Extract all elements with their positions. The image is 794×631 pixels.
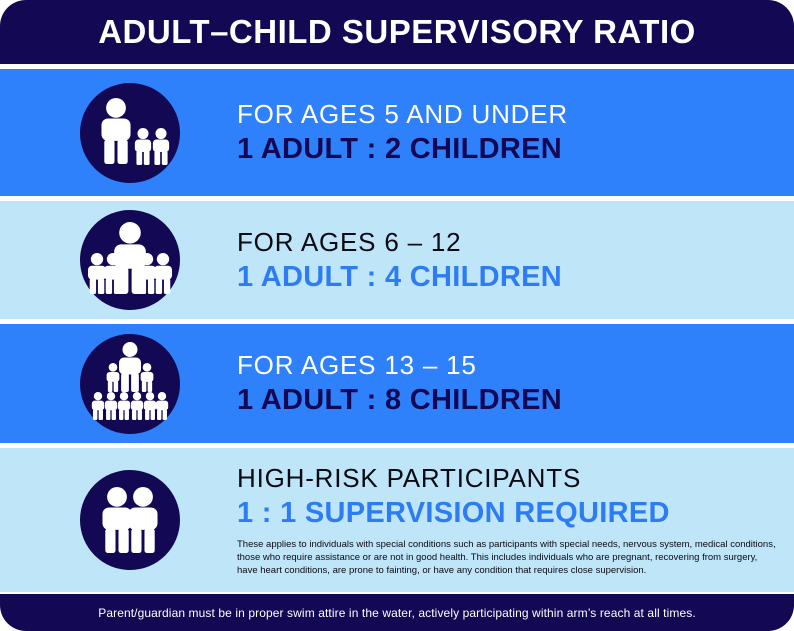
ratio-row-ages-13-15: FOR AGES 13 – 15 1 ADULT : 8 CHILDREN: [0, 324, 794, 443]
row-ratio: 1 ADULT : 2 CHILDREN: [237, 133, 562, 165]
row-text-block: FOR AGES 5 AND UNDER 1 ADULT : 2 CHILDRE…: [237, 98, 568, 167]
high-risk-note: These applies to individuals with specia…: [237, 538, 776, 577]
footer-note: Parent/guardian must be in proper swim a…: [98, 605, 696, 620]
header-bar: ADULT–CHILD SUPERVISORY RATIO: [0, 0, 794, 64]
row-ratio: 1 : 1 SUPERVISION REQUIRED: [237, 497, 670, 530]
adult-with-two-children-icon: [80, 82, 180, 183]
page-title: ADULT–CHILD SUPERVISORY RATIO: [98, 13, 696, 50]
row-text-block: FOR AGES 6 – 12 1 ADULT : 4 CHILDREN: [237, 226, 562, 295]
row-text-block: HIGH-RISK PARTICIPANTS 1 : 1 SUPERVISION…: [237, 462, 777, 577]
two-adults-icon: [80, 470, 180, 570]
row-ratio: 1 ADULT : 4 CHILDREN: [237, 260, 562, 293]
row-ratio: 1 ADULT : 8 CHILDREN: [237, 384, 562, 416]
adult-with-four-children-icon: [80, 210, 180, 310]
row-heading: FOR AGES 6 – 12: [237, 226, 462, 257]
ratio-row-high-risk: HIGH-RISK PARTICIPANTS 1 : 1 SUPERVISION…: [0, 448, 794, 592]
adult-with-eight-children-icon: [80, 333, 180, 434]
row-text-block: FOR AGES 13 – 15 1 ADULT : 8 CHILDREN: [237, 349, 562, 418]
footer-bar: Parent/guardian must be in proper swim a…: [0, 594, 794, 631]
ratio-row-ages-6-12: FOR AGES 6 – 12 1 ADULT : 4 CHILDREN: [0, 201, 794, 319]
row-heading: FOR AGES 13 – 15: [237, 350, 477, 381]
row-heading: HIGH-RISK PARTICIPANTS: [237, 463, 582, 494]
row-heading: FOR AGES 5 AND UNDER: [237, 99, 568, 130]
ratio-row-ages-5-and-under: FOR AGES 5 AND UNDER 1 ADULT : 2 CHILDRE…: [0, 69, 794, 196]
